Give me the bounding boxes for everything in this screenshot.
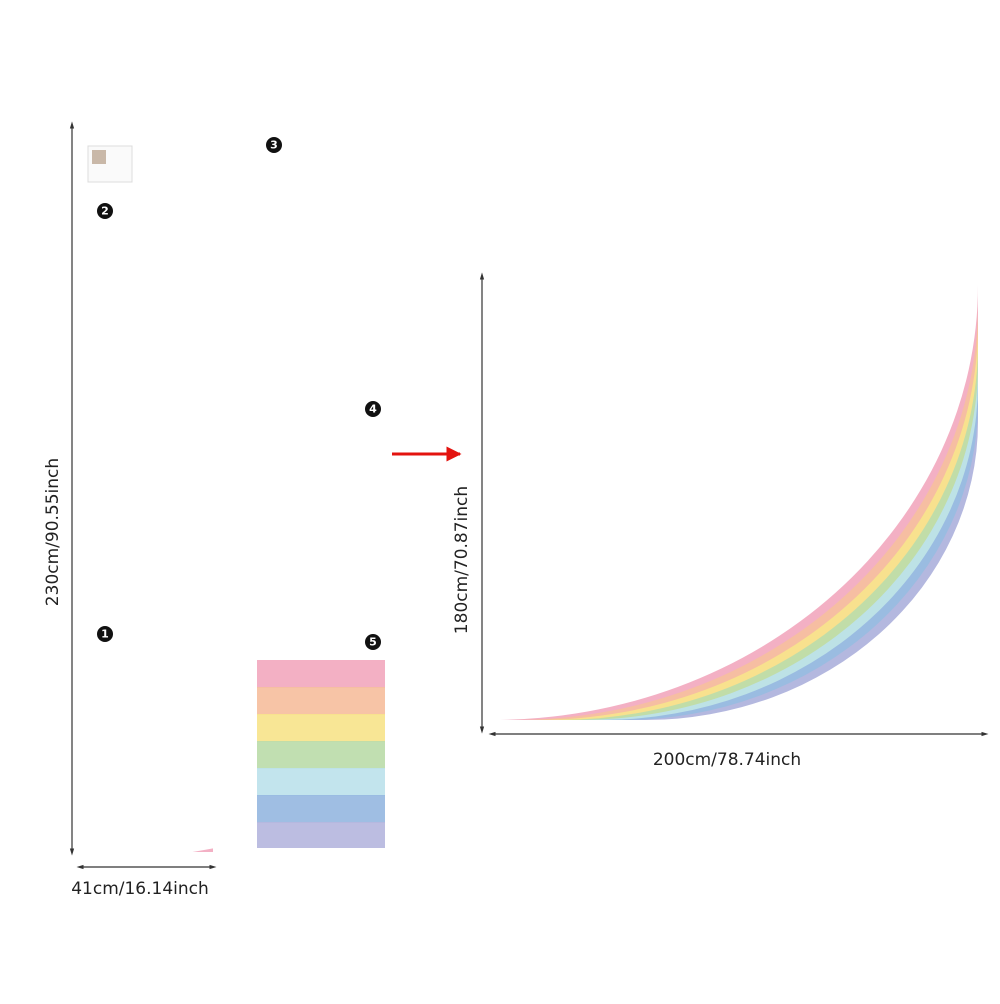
piece-marker (97, 626, 113, 642)
piece-number: 1 (101, 628, 109, 641)
band (257, 184, 385, 445)
width-label: 41cm/16.14inch (71, 879, 209, 899)
piece (90, 490, 213, 852)
piece-number: 2 (101, 205, 109, 218)
height-label: 180cm/70.87inch (452, 486, 472, 634)
rainbow-art (86, 122, 990, 852)
piece-marker (266, 137, 282, 153)
piece-marker (97, 203, 113, 219)
piece-marker (365, 634, 381, 650)
piece-number: 4 (369, 403, 377, 416)
band (90, 490, 213, 852)
band (293, 249, 385, 445)
package-thumbnail (92, 150, 106, 164)
band (257, 141, 385, 445)
band (274, 228, 385, 445)
band (257, 122, 385, 445)
piece-marker (365, 401, 381, 417)
band (86, 122, 213, 596)
height-label: 230cm/90.55inch (43, 458, 63, 606)
band (257, 822, 385, 848)
band (257, 660, 385, 688)
band (257, 714, 385, 742)
piece-number: 5 (369, 636, 377, 649)
base-mask (480, 721, 990, 741)
inner-space (645, 422, 978, 720)
band (257, 422, 385, 650)
band (86, 122, 213, 596)
piece (257, 122, 385, 445)
band (86, 122, 213, 596)
piece (86, 122, 213, 596)
width-label: 200cm/78.74inch (653, 750, 801, 770)
band (86, 122, 203, 541)
band (86, 122, 164, 476)
band (257, 687, 385, 715)
band (257, 768, 385, 796)
band (86, 122, 184, 508)
piece (257, 660, 385, 848)
band (86, 122, 213, 573)
band (148, 490, 213, 852)
band (257, 163, 385, 445)
band (257, 795, 385, 823)
band (257, 422, 385, 650)
assembled-rainbow (492, 285, 978, 720)
piece-number: 3 (270, 139, 278, 152)
band (257, 206, 385, 445)
band (119, 490, 213, 852)
band (257, 741, 385, 769)
